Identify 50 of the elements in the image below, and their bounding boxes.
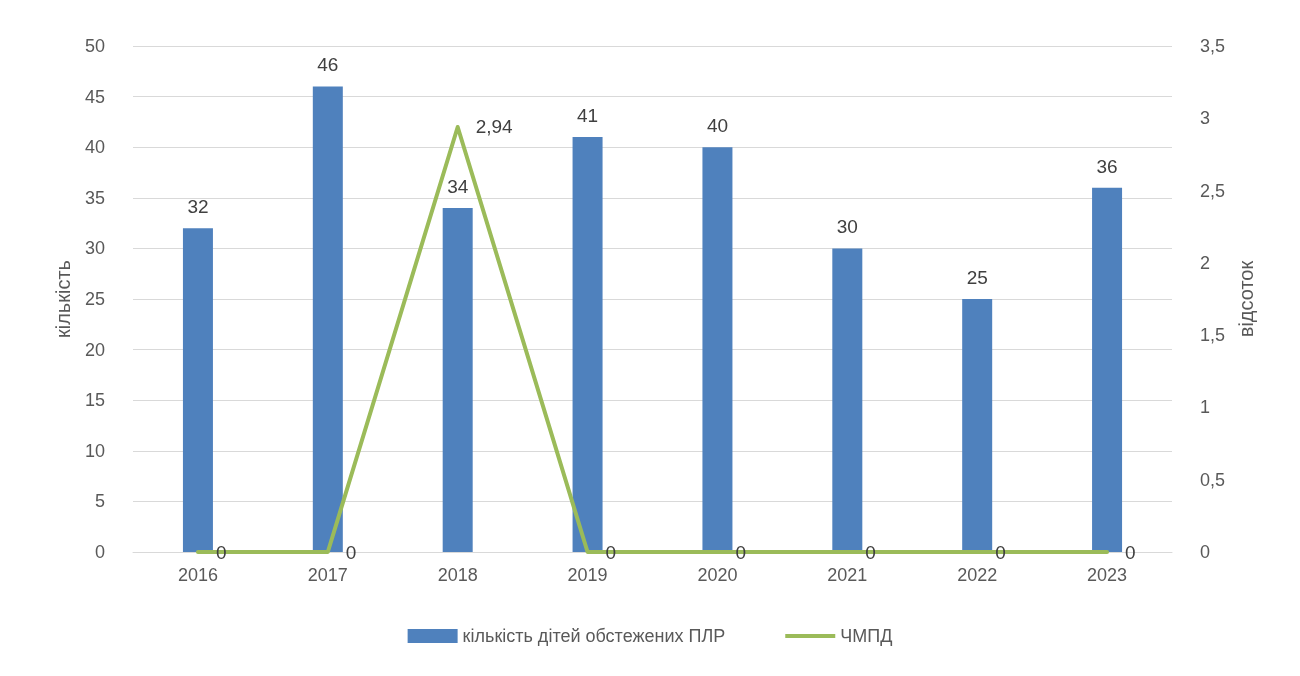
x-tick-label: 2020 (697, 565, 738, 585)
y2-tick-label: 1 (1200, 397, 1211, 418)
x-tick-label: 2016 (177, 565, 218, 585)
bar (572, 137, 603, 552)
data-label: 25 (966, 267, 988, 288)
x-tick-label: 2021 (827, 565, 868, 585)
y-axis-title: кількість (52, 259, 74, 339)
y-tick-label: 15 (84, 390, 105, 411)
data-label: 0 (1125, 541, 1136, 563)
x-tick-label: 2017 (307, 565, 348, 585)
data-label: 30 (836, 216, 858, 238)
data-label: 46 (317, 54, 339, 76)
y2-tick-label: 0 (1200, 542, 1211, 562)
y-tick-label: 30 (84, 238, 105, 259)
bar (1092, 187, 1123, 552)
x-tick-label: 2023 (1087, 565, 1128, 585)
y-tick-label: 25 (84, 289, 105, 309)
x-tick-label: 2022 (957, 565, 998, 585)
y-tick-label: 40 (84, 137, 105, 158)
y2-tick-label: 0,5 (1200, 469, 1226, 490)
bar (442, 207, 473, 552)
x-tick-label: 2019 (567, 565, 608, 585)
y-tick-label: 10 (84, 440, 105, 461)
y2-axis-title: відсоток (1234, 260, 1257, 338)
bar (832, 248, 863, 552)
data-label: 32 (187, 196, 209, 218)
y-tick-label: 20 (84, 339, 105, 360)
y2-tick-label: 3,5 (1200, 36, 1226, 56)
y-tick-label: 0 (94, 542, 105, 562)
data-label: 34 (447, 175, 469, 197)
bar (312, 86, 343, 552)
y2-tick-label: 2,5 (1200, 180, 1226, 201)
data-label: 36 (1096, 155, 1118, 177)
data-label: 40 (706, 115, 729, 137)
y2-tick-label: 3 (1200, 108, 1211, 129)
y-tick-label: 45 (84, 86, 105, 107)
x-tick-label: 2018 (437, 565, 478, 585)
bar (962, 299, 993, 552)
data-label: 0 (345, 541, 357, 563)
bar (702, 147, 733, 552)
y2-tick-label: 1,5 (1200, 325, 1226, 346)
y-tick-label: 35 (84, 187, 105, 208)
y2-tick-label: 2 (1200, 252, 1211, 273)
data-label: 41 (576, 105, 599, 127)
y-tick-label: 5 (94, 491, 105, 512)
bar (182, 228, 213, 552)
data-label: 2,94 (475, 116, 514, 138)
legend-label: ЧМПД (840, 626, 893, 646)
legend-label: кількість дітей обстежених ПЛР (462, 626, 726, 646)
y-tick-label: 50 (84, 36, 105, 56)
